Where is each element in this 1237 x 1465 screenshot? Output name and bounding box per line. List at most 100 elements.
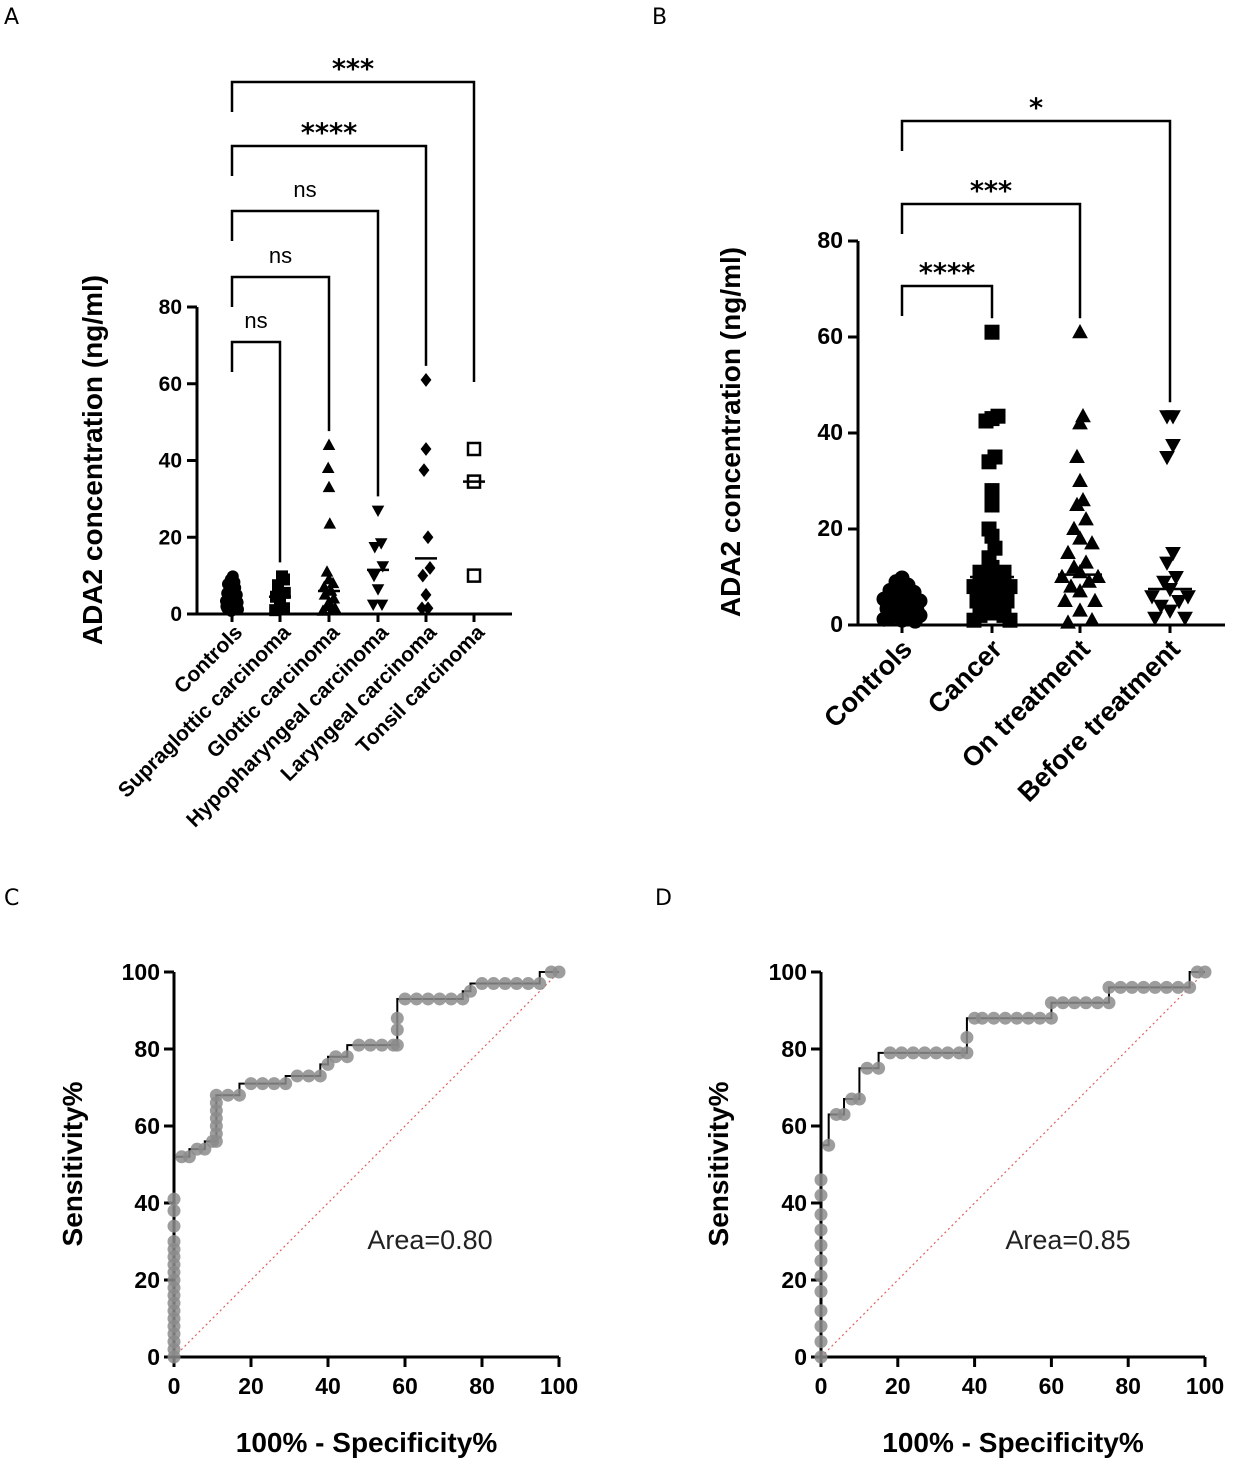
- panel-a-data-point: [376, 561, 390, 573]
- panel-a-y-tick-label: 60: [159, 373, 182, 396]
- panel-a-data-point: [368, 542, 382, 554]
- panel-c-roc-point: [290, 1069, 304, 1083]
- panel-d-roc-point: [1114, 980, 1128, 994]
- panel-c-roc-point: [209, 1088, 223, 1102]
- panel-c-y-tick-label: 20: [134, 1267, 160, 1293]
- panel-d-roc-point: [987, 1011, 1001, 1025]
- panel-b-data-point: [1063, 578, 1079, 593]
- panel-d-roc-point: [814, 1173, 828, 1187]
- panel-b-significance-bracket: [900, 284, 994, 319]
- panel-b-significance-label: ***: [970, 176, 1012, 207]
- panel-c-roc-point: [167, 1192, 181, 1206]
- panel-c-roc-point: [475, 977, 489, 991]
- panel-a-data-point: [321, 461, 335, 473]
- panel-a-data-point: [424, 561, 436, 575]
- panel-d-roc-point: [837, 1107, 851, 1121]
- panel-a-data-point: [322, 480, 336, 493]
- panel-b-data-point: [1180, 590, 1196, 605]
- panel-a-data-point: [317, 580, 331, 592]
- panel-a-data-point: [417, 568, 429, 583]
- panel-a-data-point: [222, 589, 235, 602]
- panel-d-roc-point: [814, 1254, 828, 1268]
- panel-b-series-1: [966, 324, 1018, 628]
- panel-a-data-point: [225, 604, 238, 617]
- panel-b-data-point: [1072, 602, 1088, 617]
- panel-b-data-point: [1072, 323, 1088, 339]
- panel-a-data-point: [420, 373, 432, 387]
- panel-d-area-annotation: Area=0.85: [1005, 1225, 1130, 1255]
- panel-d-roc-point: [814, 1223, 828, 1237]
- panel-b-data-point: [1069, 448, 1085, 463]
- panel-d-y-tick-label: 40: [781, 1190, 807, 1216]
- panel-a-data-point: [466, 441, 482, 457]
- panel-a-significance-label: ns: [293, 177, 316, 202]
- panel-b-data-point: [907, 613, 923, 629]
- panel-b-series-3: [1144, 410, 1196, 627]
- panel-d-roc-point: [814, 1208, 828, 1222]
- panel-b-data-point: [894, 570, 910, 586]
- panel-b-data-point: [1084, 611, 1100, 627]
- panel-b-data-point: [1066, 520, 1082, 535]
- panel-a-significance-label: ns: [269, 243, 292, 268]
- panel-d-roc-point: [1171, 980, 1185, 994]
- panel-b-data-point: [981, 521, 997, 537]
- panel-b-data-point: [876, 611, 892, 627]
- panel-d-roc-point: [960, 1046, 974, 1060]
- panel-d-x-tick-label: 80: [1115, 1373, 1141, 1399]
- panel-d-roc-point: [975, 1011, 989, 1025]
- panel-d-roc-point: [1183, 980, 1197, 994]
- panel-d-y-axis-title: Sensitivity%: [703, 1081, 734, 1246]
- panel-c-roc-point: [390, 1011, 404, 1025]
- panel-a-series-4: [415, 373, 437, 616]
- panel-a-significance-bracket: [230, 80, 476, 382]
- panel-c-x-tick-label: 0: [168, 1373, 181, 1399]
- panel-d-roc-point: [814, 1238, 828, 1252]
- panel-b-data-point: [1144, 590, 1160, 605]
- panel-c-roc-point: [433, 992, 447, 1006]
- panel-c-y-tick-label: 40: [134, 1190, 160, 1216]
- panel-c-roc-point: [167, 1219, 181, 1233]
- panel-b-data-point: [987, 540, 1003, 556]
- panel-d-roc-point: [1102, 996, 1116, 1010]
- panel-b-data-point: [1165, 439, 1181, 454]
- panel-c-roc-point: [302, 1069, 316, 1083]
- panel-c-x-tick-label: 60: [392, 1373, 418, 1399]
- panel-c-x-tick-label: 80: [469, 1373, 495, 1399]
- panel-c-roc-point: [363, 1038, 377, 1052]
- panel-d-roc-point: [872, 1061, 886, 1075]
- panel-d-roc-point: [929, 1046, 943, 1060]
- panel-a-data-point: [466, 568, 482, 583]
- panel-a-data-point: [420, 442, 432, 456]
- panel-c-roc-point: [340, 1050, 354, 1064]
- panel-a-data-point: [422, 530, 434, 545]
- panel-a-data-point: [420, 587, 432, 602]
- panel-c-roc-point: [498, 977, 512, 991]
- panel-d-roc-point: [1079, 996, 1093, 1010]
- panel-d-roc: 0 20 40 60 80 100 0 20 40 60 80 100 100% - Specifici…: [703, 959, 1224, 1458]
- panel-a-y-tick-label: 0: [170, 603, 182, 626]
- panel-d-x-tick-label: 60: [1039, 1373, 1065, 1399]
- panel-a-data-point: [366, 599, 380, 612]
- panel-b-data-point: [1090, 568, 1106, 583]
- panel-a-data-point: [416, 601, 428, 616]
- panel-a-series-5: [463, 441, 485, 583]
- panel-a-series-0: [220, 570, 244, 617]
- panel-c-area-annotation: Area=0.80: [367, 1225, 492, 1255]
- panel-b-data-point: [1060, 544, 1076, 559]
- panel-c-roc-point: [279, 1077, 293, 1091]
- panel-b-data-point: [1171, 595, 1187, 610]
- panel-a-data-point: [322, 438, 336, 450]
- panel-c-roc-point: [510, 977, 524, 991]
- panel-b-data-point: [987, 449, 1003, 465]
- panel-b-data-point: [1156, 575, 1172, 591]
- panel-b-y-tick-label: 80: [817, 227, 843, 253]
- panel-c-roc-point: [232, 1088, 246, 1102]
- panel-c-roc-point: [398, 992, 412, 1006]
- panel-d-roc-points: [814, 965, 1212, 1364]
- panel-d-reference-line: [820, 971, 1206, 1358]
- panel-d-roc-point: [1033, 1011, 1047, 1025]
- panel-d-roc-point: [814, 1350, 828, 1364]
- panel-c-roc: 0 20 40 60 80 100 0 20 40 60 80 100 100% - Specifici…: [57, 959, 578, 1458]
- panel-b-data-point: [984, 497, 1000, 513]
